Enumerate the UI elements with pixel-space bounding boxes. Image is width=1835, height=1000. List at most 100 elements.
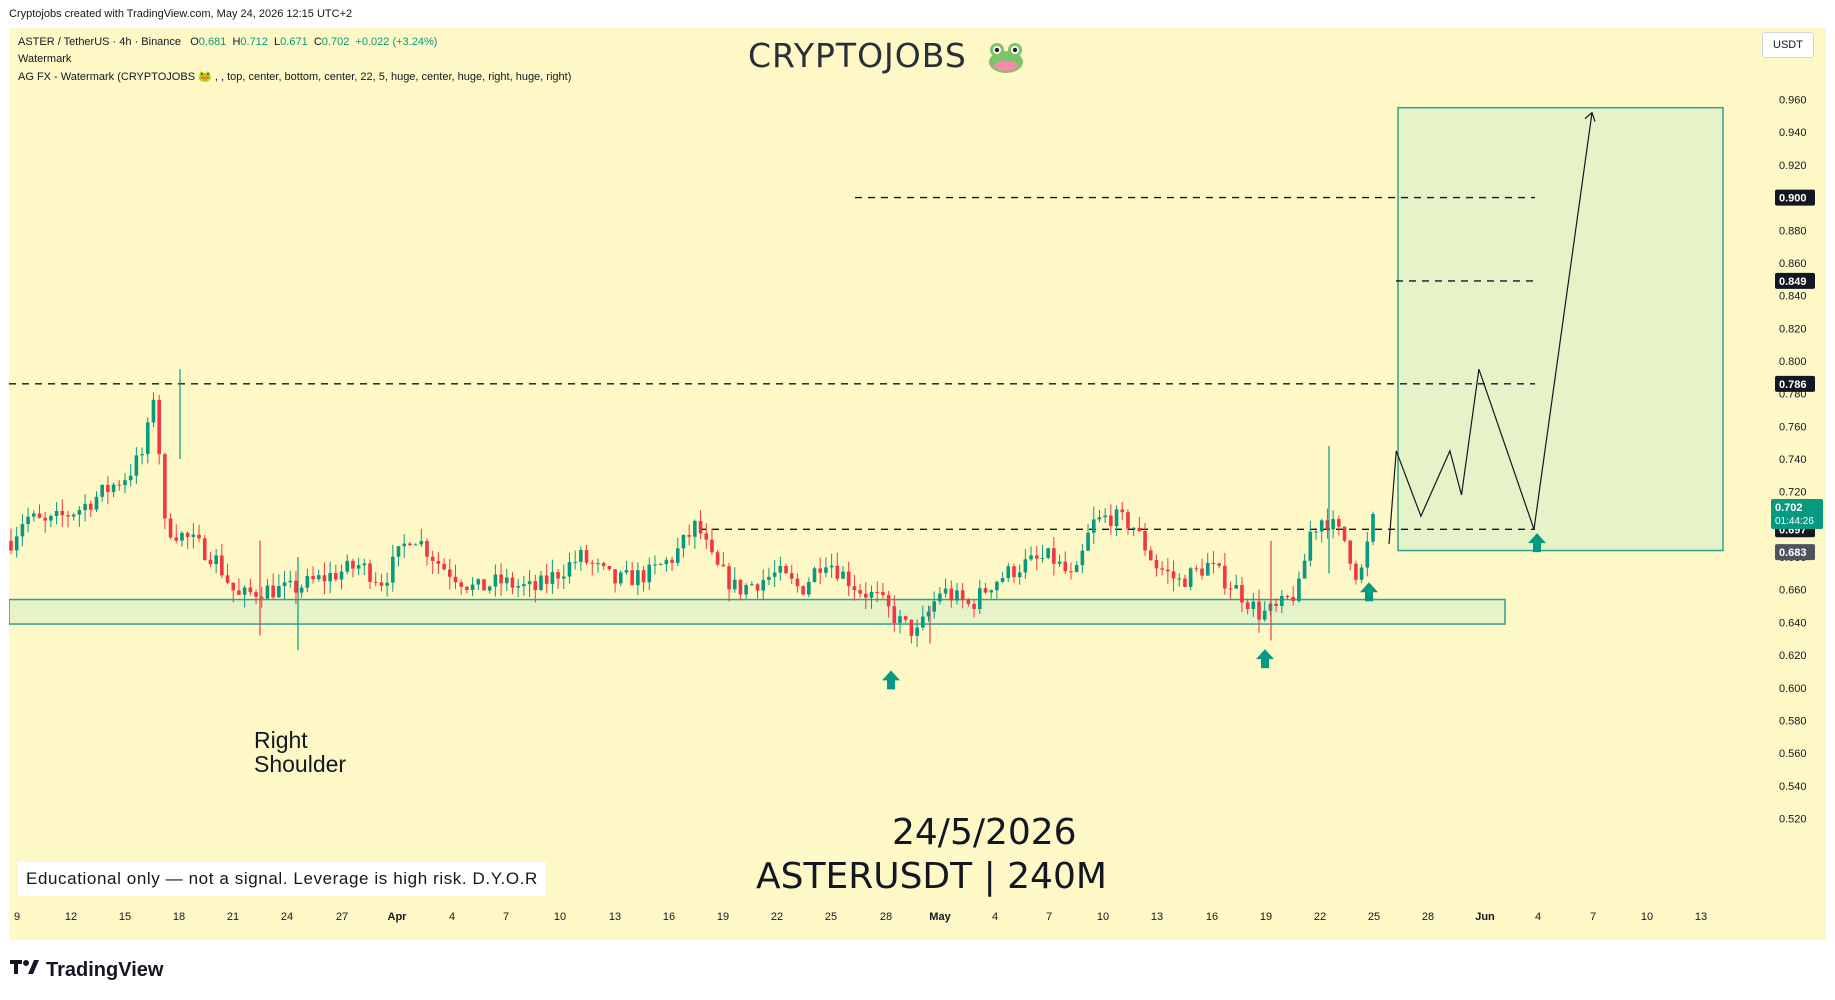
arrow-up-icon (1528, 533, 1546, 553)
candle-body (1280, 595, 1284, 606)
candle-body (402, 543, 407, 547)
candle-body (271, 585, 275, 598)
candle-body (584, 550, 589, 563)
candle-body (795, 578, 800, 587)
candle-body (596, 563, 600, 565)
candle-body (698, 520, 703, 534)
candle-body (1074, 565, 1079, 572)
candle-body (807, 581, 811, 595)
candle-body (385, 582, 389, 586)
x-tick-label: 25 (1368, 911, 1380, 923)
candle-body (157, 399, 161, 455)
candle-body (197, 534, 201, 539)
candle-body (88, 503, 93, 510)
candle-body (368, 563, 372, 582)
candle-body (1063, 561, 1068, 572)
candle-body (1223, 565, 1227, 589)
candle-body (573, 561, 577, 563)
candle-body (294, 580, 298, 593)
candle-body (1017, 572, 1022, 578)
candle-body (487, 586, 492, 591)
badge-0683: 0.683 (1779, 547, 1807, 559)
candle-body (789, 573, 794, 579)
legend-high-value: 0.712 (240, 36, 268, 48)
candle-body (778, 565, 783, 573)
candle-body (123, 480, 127, 486)
currency-button[interactable]: USDT (1762, 32, 1814, 58)
legend-indicator-agfx[interactable]: AG FX - Watermark (CRYPTOJOBS 🐸 , , top,… (18, 71, 572, 83)
candle-body (824, 567, 828, 573)
x-tick-label: 4 (1535, 911, 1541, 923)
candle-body (516, 586, 520, 588)
x-tick-label: 19 (717, 911, 729, 923)
badge-0900: 0.900 (1779, 193, 1807, 205)
candle-body (71, 514, 76, 517)
candle-body (1200, 568, 1204, 576)
x-tick-label: 10 (1097, 911, 1109, 923)
candle-body (1177, 578, 1182, 580)
candle-body (881, 592, 885, 596)
price-chart-svg[interactable]: 0.960 0.940 0.920 0.900 0.880 0.860 0.840 0.820… (8, 28, 1826, 940)
candle-body (710, 539, 714, 553)
candle-body (225, 575, 230, 583)
candle-body (527, 581, 532, 585)
candle-body (727, 566, 731, 590)
y-tick-label: 0.560 (1779, 748, 1807, 760)
candle-body (1103, 515, 1107, 518)
candle-body (237, 590, 241, 595)
candle-body (544, 575, 549, 584)
y-tick-label: 0.820 (1779, 323, 1807, 335)
candle-body (100, 484, 104, 497)
candle-body (1126, 512, 1130, 529)
symbol-timeframe-annotation: ASTERUSDT | 240M (756, 856, 1107, 897)
candle-body (459, 582, 464, 587)
candle-body (938, 593, 942, 602)
candle-body (174, 537, 179, 541)
chart-area[interactable]: 0.960 0.940 0.920 0.900 0.880 0.860 0.840 0.820… (8, 28, 1826, 940)
candle-body (601, 563, 606, 566)
candle-body (339, 571, 344, 580)
candle-body (1297, 578, 1301, 601)
candle-body (858, 590, 862, 594)
candle-body (1171, 571, 1176, 579)
candle-body (1308, 531, 1313, 561)
target-box (1397, 106, 1724, 552)
candle-body (579, 550, 583, 562)
candle-body (1080, 550, 1085, 566)
y-tick-label: 0.640 (1779, 617, 1807, 629)
x-tick-label: 28 (1422, 911, 1434, 923)
candle-body (351, 560, 355, 569)
legend-symbol: ASTER / TetherUS · 4h · Binance (18, 36, 182, 48)
candle-body (1319, 520, 1324, 532)
x-tick-label: 13 (1695, 911, 1707, 923)
candle-body (436, 560, 441, 564)
candle-body (556, 572, 560, 579)
candle-body (960, 590, 965, 601)
legend-indicator-watermark[interactable]: Watermark (18, 53, 72, 65)
x-tick-label: 10 (554, 911, 566, 923)
candle-body (1354, 563, 1358, 580)
y-tick-label: 0.840 (1779, 291, 1807, 303)
candle-body (1006, 566, 1011, 579)
candle-body (214, 555, 218, 565)
candle-body (687, 534, 691, 537)
right-shoulder-line2: Shoulder (254, 751, 347, 777)
candle-body (1194, 568, 1199, 570)
tradingview-logo[interactable]: TradingView (10, 958, 163, 982)
legend-change: +0.022 (+3.24%) (355, 36, 438, 48)
y-tick-label: 0.520 (1779, 814, 1807, 826)
candle-body (704, 533, 709, 540)
candle-body (242, 587, 247, 595)
candle-body (254, 592, 258, 597)
candle-body (1365, 541, 1370, 568)
candle-body (750, 584, 754, 586)
candle-body (1205, 562, 1210, 576)
x-tick-label: Apr (388, 911, 408, 923)
candle-body (658, 564, 663, 566)
candle-body (77, 510, 82, 515)
candle-body (1052, 548, 1056, 564)
candle-body (567, 562, 572, 577)
legend-open-value: 0.681 (198, 36, 227, 48)
candle-body (1120, 509, 1125, 513)
candle-body (1154, 560, 1159, 569)
